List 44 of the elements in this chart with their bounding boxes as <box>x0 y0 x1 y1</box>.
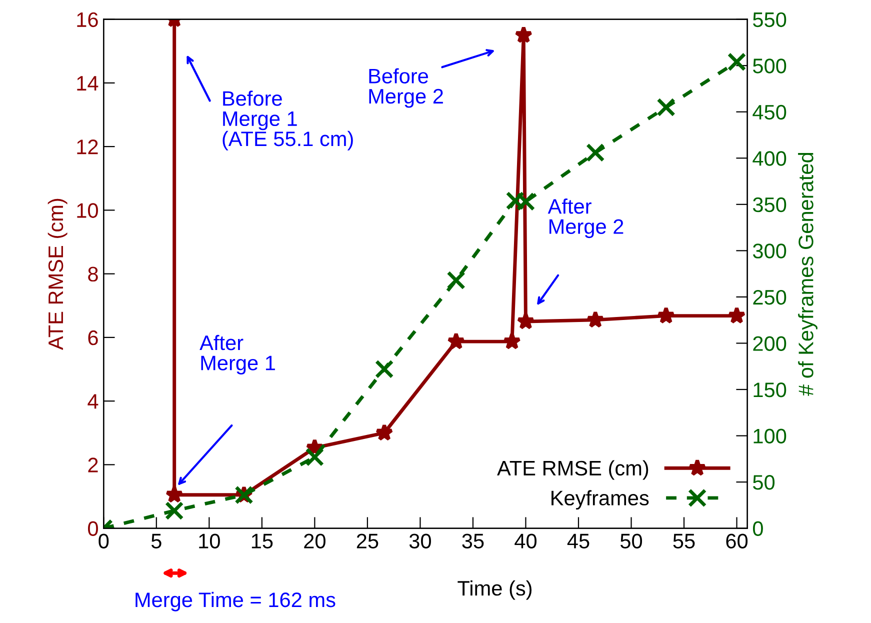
x-tick-label: 0 <box>98 534 109 548</box>
x-tick-label: 25 <box>356 534 378 548</box>
y2-tick-label: 250 <box>753 290 786 305</box>
y-tick-label: 6 <box>88 330 98 346</box>
y-tick-label: 2 <box>88 458 98 472</box>
y-tick-label: 12 <box>77 140 98 154</box>
y2-tick-label: 200 <box>753 336 786 351</box>
legend-label: Keyframes <box>552 490 649 510</box>
y2-tick-label: 300 <box>752 244 786 258</box>
y2-tick-label: 550 <box>753 12 786 28</box>
x-tick-label: 45 <box>567 534 590 548</box>
x-tick-label: 50 <box>620 534 642 548</box>
annotation: Before Merge 2 <box>369 68 443 108</box>
y2-tick-label: 450 <box>752 104 786 120</box>
y-tick-label: 10 <box>77 203 98 218</box>
y-tick-label: 0 <box>88 521 98 536</box>
y2-axis-title: # of Keyframes Generated <box>798 152 818 396</box>
y-tick-label: 4 <box>88 394 98 409</box>
x-tick-label: 60 <box>726 534 748 548</box>
y-tick-label: 8 <box>88 266 98 282</box>
annotation: Before Merge 1 (ATE 55.1 cm) <box>222 90 353 150</box>
y2-tick-label: 400 <box>752 151 786 166</box>
legend-label: ATE RMSE (cm) <box>497 460 648 480</box>
x-tick-label: 40 <box>514 534 536 548</box>
y2-tick-label: 500 <box>753 58 786 74</box>
x-tick-label: 10 <box>199 534 220 548</box>
text: Merge Time = 162 ms <box>136 592 336 612</box>
x-tick-label: 20 <box>304 534 326 548</box>
x-axis-title: Time (s) <box>458 580 532 600</box>
y-axis-title: ATE RMSE (cm) <box>48 198 68 350</box>
y-tick-label: 16 <box>77 12 98 28</box>
y2-tick-label: 150 <box>754 382 786 398</box>
y2-tick-label: 50 <box>753 475 775 490</box>
x-tick-label: 55 <box>673 534 695 548</box>
annotation: After Merge 2 <box>548 198 624 238</box>
y2-tick-label: 100 <box>754 428 786 444</box>
x-tick-label: 30 <box>409 534 431 548</box>
y2-tick-label: 0 <box>752 521 763 536</box>
x-tick-label: 15 <box>252 534 273 548</box>
annotation: After Merge 1 <box>200 334 275 374</box>
y-tick-label: 14 <box>77 76 98 90</box>
x-tick-label: 5 <box>151 534 162 548</box>
y2-tick-label: 350 <box>752 197 786 212</box>
x-tick-label: 35 <box>462 534 484 548</box>
